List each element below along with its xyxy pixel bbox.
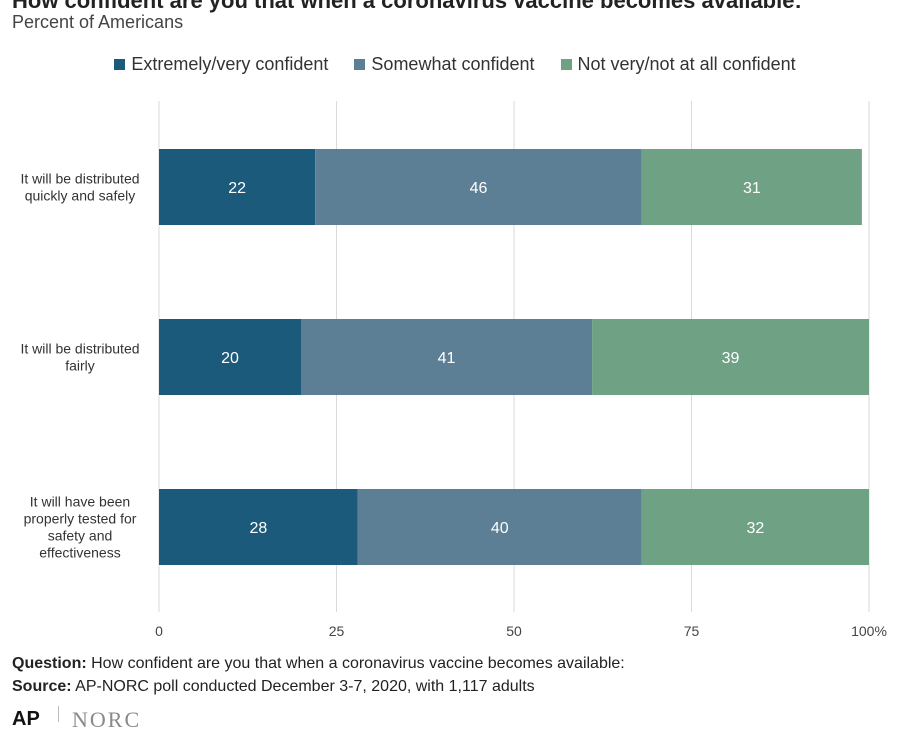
bar-segment xyxy=(592,319,869,395)
bar-segment xyxy=(641,489,869,565)
legend-swatch xyxy=(560,58,572,70)
legend: Extremely/very confident Somewhat confid… xyxy=(0,52,910,76)
category-label: It will be distributed quickly and safely xyxy=(20,171,139,204)
x-tick-label: 0 xyxy=(155,623,163,639)
category-label-line: It will be distributed xyxy=(20,171,139,187)
x-tick-label: 50 xyxy=(506,623,522,639)
data-label: 46 xyxy=(470,180,488,197)
data-label: 20 xyxy=(221,350,239,367)
data-label: 40 xyxy=(491,520,509,537)
category-label-line: effectiveness xyxy=(39,545,120,561)
source-label: Source: xyxy=(12,678,72,695)
legend-item-not-very: Not very/not at all confident xyxy=(560,53,796,75)
bar-segment xyxy=(159,489,358,565)
legend-swatch xyxy=(354,58,366,70)
category-label: It will have been properly tested for safe… xyxy=(24,494,137,561)
x-tick-label: 25 xyxy=(329,623,345,639)
question-label: Question: xyxy=(12,655,87,672)
x-tick-label: 100% xyxy=(851,623,887,639)
data-label: 22 xyxy=(228,180,246,197)
bar-segment xyxy=(301,319,593,395)
legend-item-somewhat: Somewhat confident xyxy=(354,53,535,75)
chart-subtitle: Percent of Americans xyxy=(12,12,184,32)
bar-segment xyxy=(357,489,642,565)
category-label-line: safety and xyxy=(48,528,113,544)
category-label-line: fairly xyxy=(65,358,95,374)
legend-label: Extremely/very confident xyxy=(131,53,329,74)
bar-segment xyxy=(641,149,862,225)
source-text: AP-NORC poll conducted December 3-7, 202… xyxy=(71,678,535,695)
legend-item-extremely-very: Extremely/very confident xyxy=(114,54,328,75)
category-label-line: It will be distributed xyxy=(20,341,139,357)
data-label: 32 xyxy=(747,520,765,537)
norc-logo: NORC xyxy=(72,707,142,732)
question-text: How confident are you that when a corona… xyxy=(86,655,625,672)
category-label-line: quickly and safely xyxy=(25,188,136,204)
data-label: 39 xyxy=(722,350,740,367)
data-label: 31 xyxy=(743,180,761,197)
bar-segment xyxy=(159,319,301,395)
bar-segment xyxy=(159,149,316,225)
data-label: 41 xyxy=(438,350,456,367)
data-label: 28 xyxy=(250,520,268,537)
bar-segment xyxy=(315,149,642,225)
category-label: It will be distributed fairly xyxy=(20,341,139,374)
question-note: Question: How confident are you that whe… xyxy=(12,655,625,673)
legend-label: Somewhat confident xyxy=(371,53,535,74)
x-tick-label: 75 xyxy=(684,623,700,639)
chart-title: How confident are you that when a corona… xyxy=(12,0,802,13)
legend-swatch xyxy=(114,58,126,70)
source-note: Source: AP-NORC poll conducted December … xyxy=(12,678,535,696)
category-label-line: It will have been xyxy=(30,494,130,510)
logo-divider xyxy=(58,706,59,722)
category-label-line: properly tested for xyxy=(24,511,137,527)
legend-label: Not very/not at all confident xyxy=(577,53,796,74)
